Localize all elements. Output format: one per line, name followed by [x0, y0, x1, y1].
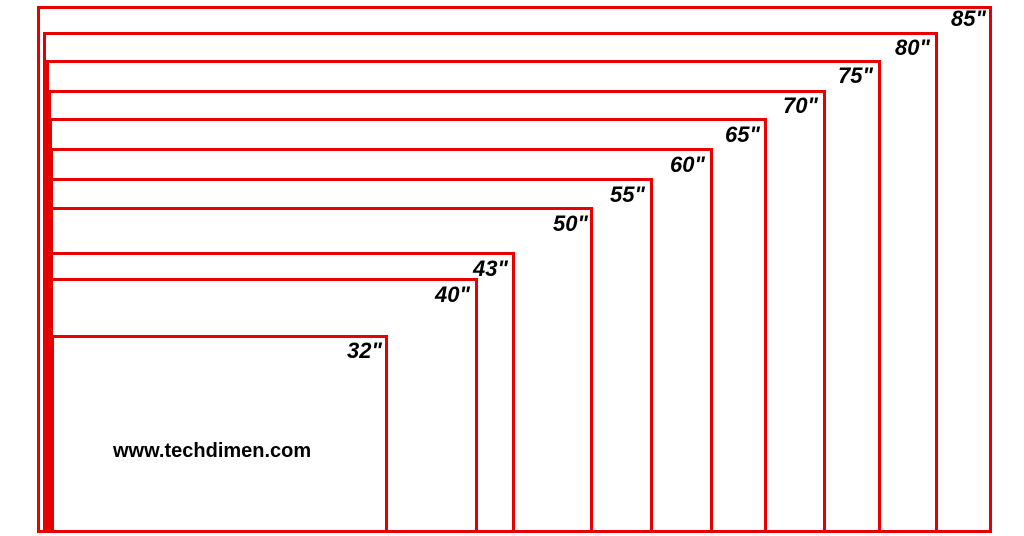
size-label-85: 85" — [951, 6, 986, 32]
size-label-70: 70" — [783, 93, 818, 119]
size-label-75: 75" — [838, 63, 873, 89]
size-label-60: 60" — [670, 152, 705, 178]
screen-size-diagram: www.techdimen.com 85"80"75"70"65"60"55"5… — [0, 0, 1024, 536]
size-label-55: 55" — [610, 182, 645, 208]
size-label-40: 40" — [435, 282, 470, 308]
screen-rect-32 — [51, 335, 388, 533]
size-label-65: 65" — [725, 122, 760, 148]
size-label-50: 50" — [553, 211, 588, 237]
size-label-32: 32" — [347, 338, 382, 364]
size-label-80: 80" — [895, 35, 930, 61]
size-label-43: 43" — [473, 256, 508, 282]
